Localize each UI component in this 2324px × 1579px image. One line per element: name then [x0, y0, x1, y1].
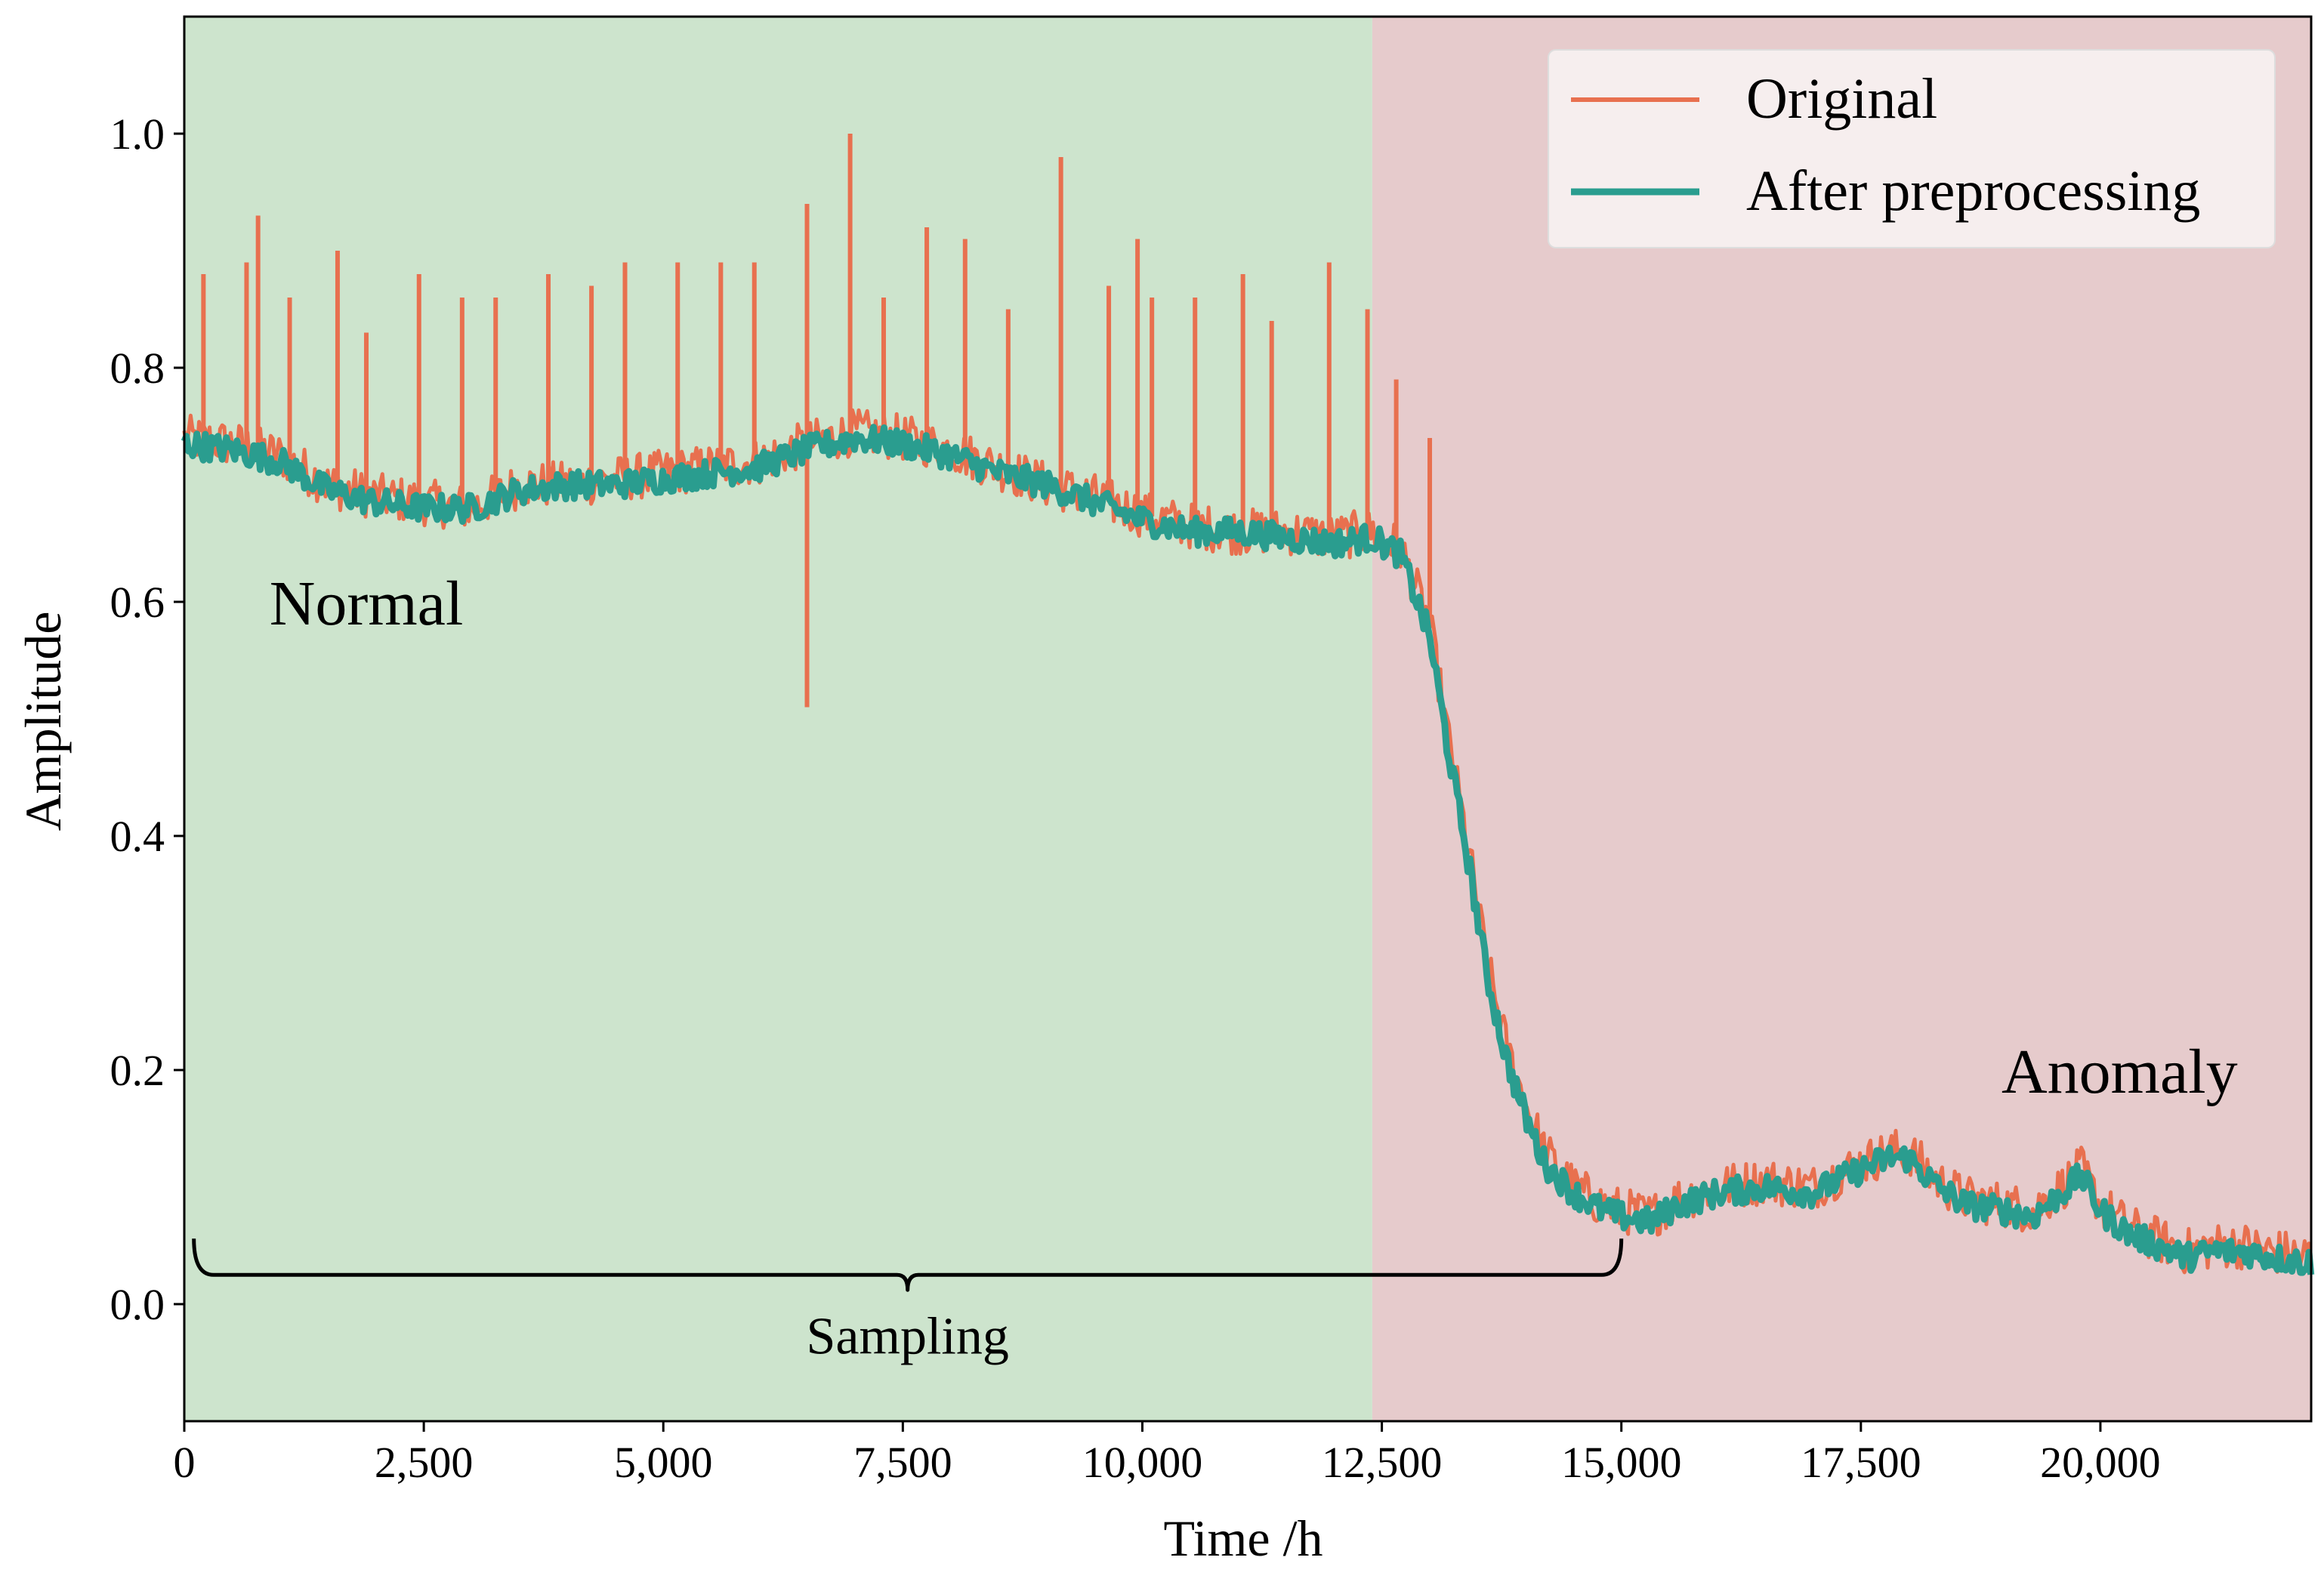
sampling-brace	[192, 1238, 1624, 1292]
y-tick-label: 0.4	[110, 812, 165, 861]
sampling-label: Sampling	[807, 1307, 1009, 1365]
x-tick-label: 10,000	[1082, 1438, 1203, 1487]
region-label-normal: Normal	[270, 569, 464, 639]
y-axis-ticks: 0.0 0.2 0.4 0.6 0.8 1.0	[110, 109, 184, 1329]
legend-label-after-preprocessing: After preprocessing	[1746, 159, 2200, 223]
y-axis-label: Amplitude	[14, 612, 72, 831]
sampling-bracket	[192, 1238, 1624, 1292]
shaded-regions	[184, 17, 2311, 1421]
y-tick-label: 0.2	[110, 1046, 165, 1095]
plot-series	[181, 134, 2315, 1276]
x-tick-label: 12,500	[1322, 1438, 1443, 1487]
x-tick-label: 2,500	[375, 1438, 474, 1487]
x-tick-label: 7,500	[853, 1438, 952, 1487]
x-tick-label: 0	[174, 1438, 196, 1487]
x-tick-label: 20,000	[2040, 1438, 2161, 1487]
y-tick-label: 0.8	[110, 344, 165, 393]
y-tick-label: 1.0	[110, 109, 165, 159]
legend-label-original: Original	[1746, 67, 1937, 131]
x-tick-label: 5,000	[614, 1438, 713, 1487]
series-line-after-preprocessing	[181, 424, 2315, 1276]
legend: Original After preprocessing	[1548, 49, 2276, 248]
y-tick-label: 0.6	[110, 578, 165, 627]
x-tick-label: 15,000	[1561, 1438, 1682, 1487]
legend-box	[1548, 49, 2276, 248]
region-label-anomaly: Anomaly	[2001, 1037, 2238, 1107]
region-normal	[184, 17, 1372, 1421]
x-axis-ticks: 0 2,500 5,000 7,500 10,000 12,500 15,000 17,500…	[174, 1421, 2161, 1487]
x-tick-label: 17,500	[1801, 1438, 1921, 1487]
y-tick-label: 0.0	[110, 1280, 165, 1329]
plot-frame	[183, 15, 2313, 1423]
x-axis-label: Time /h	[1163, 1510, 1322, 1567]
